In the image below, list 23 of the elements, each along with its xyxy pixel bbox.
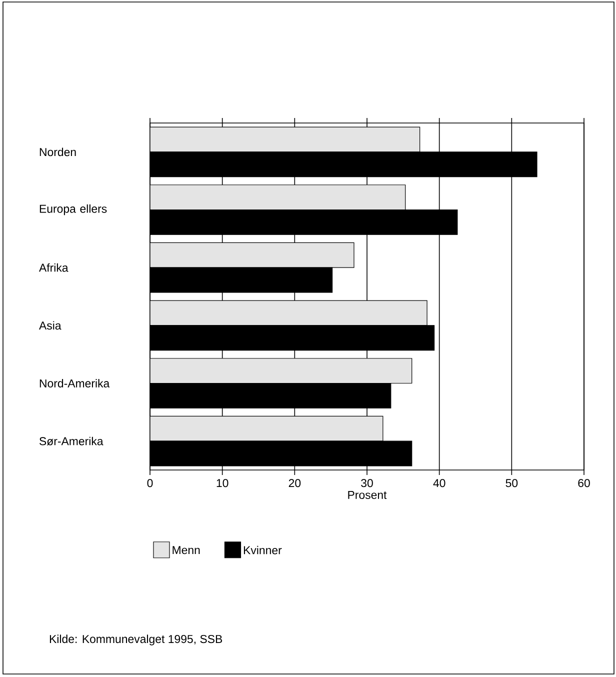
y-tick-label: Norden [40, 148, 76, 156]
y-tick-label: Europa ellers [40, 204, 107, 216]
text: Kilde: Kommunevalget 1995, SSB [50, 634, 222, 646]
x-axis-title: Prosent [348, 490, 387, 499]
x-tick-label: 20 [288, 479, 301, 488]
bar [150, 358, 412, 384]
x-tick-label: 60 [578, 479, 590, 488]
y-tick-label: Afrika [38, 263, 68, 272]
bar [150, 300, 428, 326]
x-tick-label: 50 [506, 479, 518, 488]
bar [150, 126, 420, 152]
bar [150, 242, 354, 268]
y-tick-label: Asia [38, 321, 62, 330]
y-tick-label: Sør-Amerika [39, 436, 104, 446]
x-tick-label: 30 [361, 479, 373, 488]
x-tick-label: 40 [433, 479, 446, 488]
bar [150, 416, 384, 442]
legend-label: Menn [172, 546, 200, 554]
y-tick-label: Nord-Amerika [40, 379, 110, 388]
bar [150, 184, 406, 210]
legend-label: Kvinner [244, 546, 282, 554]
x-tick-label: 10 [216, 479, 228, 488]
x-tick-label: 0 [147, 479, 153, 488]
